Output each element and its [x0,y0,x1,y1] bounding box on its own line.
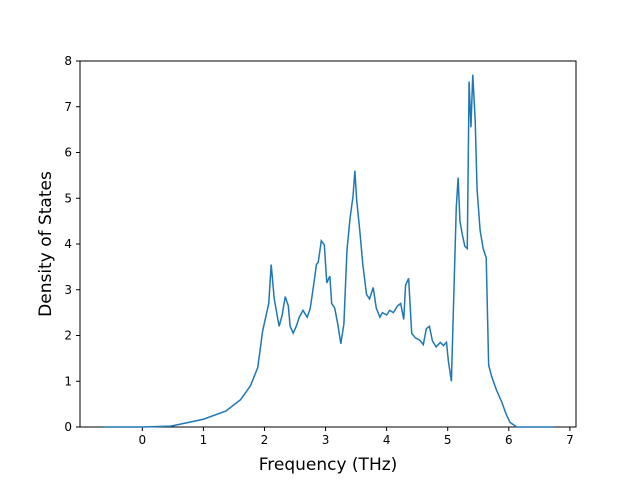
x-tick-label: 4 [383,433,391,447]
x-tick-label: 7 [566,433,574,447]
plot-frame [79,60,577,428]
x-tick-label: 2 [261,433,269,447]
x-tick-label: 0 [138,433,146,447]
x-tick-label: 1 [200,433,208,447]
y-tick-label: 1 [64,374,72,388]
x-tick-label: 6 [505,433,513,447]
y-tick-label: 7 [64,100,72,114]
y-tick-label: 5 [64,191,72,205]
data-line [103,74,554,428]
y-tick-label: 6 [64,146,72,160]
x-axis-label: Frequency (THz) [259,455,398,475]
y-tick-label: 2 [64,329,72,343]
x-tick-label: 5 [444,433,452,447]
y-axis-label: Density of States [36,171,56,317]
y-tick-label: 3 [64,283,72,297]
y-tick-label: 0 [64,420,72,434]
y-tick-label: 4 [64,237,72,251]
y-tick-label: 8 [64,54,72,68]
x-tick-label: 3 [322,433,330,447]
